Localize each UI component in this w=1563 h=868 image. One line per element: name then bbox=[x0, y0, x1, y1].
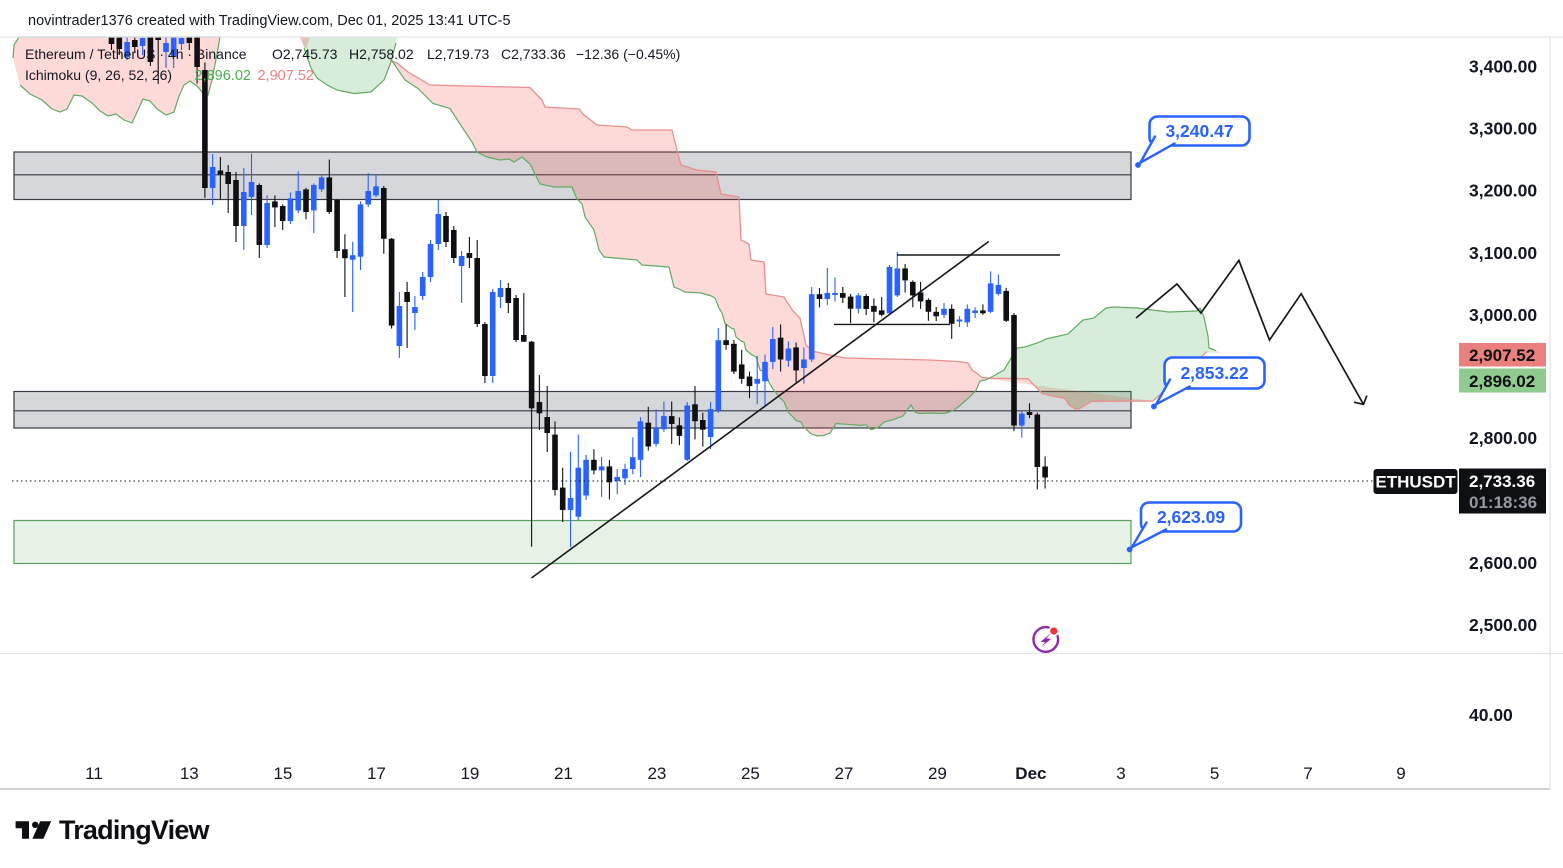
svg-text:13: 13 bbox=[180, 764, 199, 783]
svg-text:15: 15 bbox=[273, 764, 292, 783]
svg-text:2,907.52: 2,907.52 bbox=[1469, 346, 1535, 365]
svg-text:H2,758.02: H2,758.02 bbox=[349, 46, 414, 62]
svg-text:19: 19 bbox=[460, 764, 479, 783]
svg-text:TradingView: TradingView bbox=[59, 815, 211, 845]
svg-text:2,853.22: 2,853.22 bbox=[1180, 363, 1248, 383]
svg-text:Dec: Dec bbox=[1015, 764, 1046, 783]
svg-text:2,623.09: 2,623.09 bbox=[1157, 507, 1225, 527]
svg-text:ETHUSDT: ETHUSDT bbox=[1375, 473, 1456, 492]
svg-text:2,896.02: 2,896.02 bbox=[1469, 372, 1535, 391]
svg-text:novintrader1376 created with T: novintrader1376 created with TradingView… bbox=[28, 13, 511, 29]
svg-text:−12.36 (−0.45%): −12.36 (−0.45%) bbox=[576, 46, 680, 62]
svg-text:2,907.52: 2,907.52 bbox=[258, 68, 314, 84]
svg-text:3,300.00: 3,300.00 bbox=[1469, 119, 1537, 139]
svg-text:2,896.02: 2,896.02 bbox=[195, 68, 251, 84]
svg-text:3,400.00: 3,400.00 bbox=[1469, 56, 1537, 76]
svg-text:Ichimoku (9, 26, 52, 26): Ichimoku (9, 26, 52, 26) bbox=[25, 67, 172, 83]
svg-text:01:18:36: 01:18:36 bbox=[1469, 493, 1537, 512]
svg-text:40.00: 40.00 bbox=[1469, 705, 1513, 725]
svg-text:11: 11 bbox=[85, 764, 103, 783]
svg-text:21: 21 bbox=[554, 764, 573, 783]
svg-text:23: 23 bbox=[647, 764, 666, 783]
svg-text:7: 7 bbox=[1303, 764, 1312, 783]
svg-text:25: 25 bbox=[741, 764, 760, 783]
svg-text:3,240.47: 3,240.47 bbox=[1165, 121, 1233, 141]
svg-text:17: 17 bbox=[367, 764, 386, 783]
svg-text:2,500.00: 2,500.00 bbox=[1469, 615, 1537, 635]
svg-text:Ethereum / TetherUS · 4h · Bin: Ethereum / TetherUS · 4h · Binance bbox=[25, 46, 247, 62]
svg-text:5: 5 bbox=[1210, 764, 1219, 783]
svg-text:2,800.00: 2,800.00 bbox=[1469, 428, 1537, 448]
svg-text:2,600.00: 2,600.00 bbox=[1469, 553, 1537, 573]
svg-text:3,200.00: 3,200.00 bbox=[1469, 181, 1537, 201]
svg-text:3,100.00: 3,100.00 bbox=[1469, 243, 1537, 263]
svg-text:3,000.00: 3,000.00 bbox=[1469, 305, 1537, 325]
svg-text:2,733.36: 2,733.36 bbox=[1469, 472, 1535, 491]
svg-text:29: 29 bbox=[928, 764, 947, 783]
svg-text:C2,733.36: C2,733.36 bbox=[501, 46, 566, 62]
svg-text:3: 3 bbox=[1116, 764, 1125, 783]
svg-text:O2,745.73: O2,745.73 bbox=[272, 46, 338, 62]
svg-text:L2,719.73: L2,719.73 bbox=[427, 46, 489, 62]
svg-text:9: 9 bbox=[1396, 764, 1405, 783]
svg-text:27: 27 bbox=[834, 764, 853, 783]
